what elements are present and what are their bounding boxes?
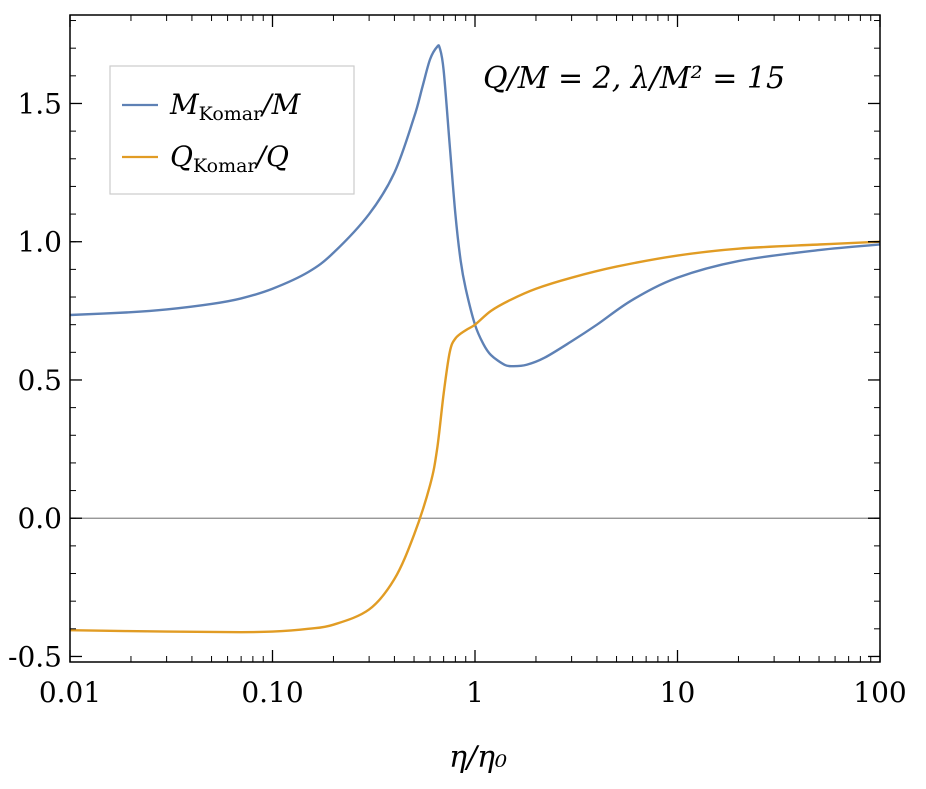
legend-label-m-tail: /M <box>259 88 301 121</box>
ticks-layer: 0.01 0.10 1 10 100 -0.5 0.0 0.5 1.0 1.5 <box>8 15 907 709</box>
y-tick-label: 0.5 <box>17 364 62 397</box>
legend-box <box>109 65 355 195</box>
series-line-q-komar <box>69 240 881 634</box>
series-line-m-komar <box>69 44 881 368</box>
y-tick-label: 1.0 <box>17 226 62 259</box>
x-tick-label: 10 <box>660 676 696 709</box>
x-tick-label: 0.10 <box>241 676 303 709</box>
legend-label-m-sub: Komar <box>199 103 263 125</box>
y-tick-label: 0.0 <box>17 502 62 535</box>
x-tick-label: 0.01 <box>39 676 101 709</box>
series-layer <box>69 44 881 634</box>
x-tick-label: 100 <box>853 676 906 709</box>
legend-label-q-main: Q <box>170 140 193 173</box>
legend-label-m-main: M <box>169 88 200 121</box>
legend-label-m-komar: MKomar/M <box>169 88 302 125</box>
legend-label-q-tail: /Q <box>254 140 289 173</box>
y-tick-label: 1.5 <box>17 87 62 120</box>
legend-label-q-sub: Komar <box>193 155 257 177</box>
legend: MKomar/M QKomar/Q <box>109 65 355 195</box>
x-tick-label: 1 <box>466 676 484 709</box>
legend-label-q-komar: QKomar/Q <box>170 140 289 177</box>
y-tick-label: -0.5 <box>8 640 62 673</box>
x-axis-label: η/η₀ <box>449 740 507 775</box>
parameter-annotation: Q/M = 2, λ/M² = 15 <box>483 61 785 96</box>
